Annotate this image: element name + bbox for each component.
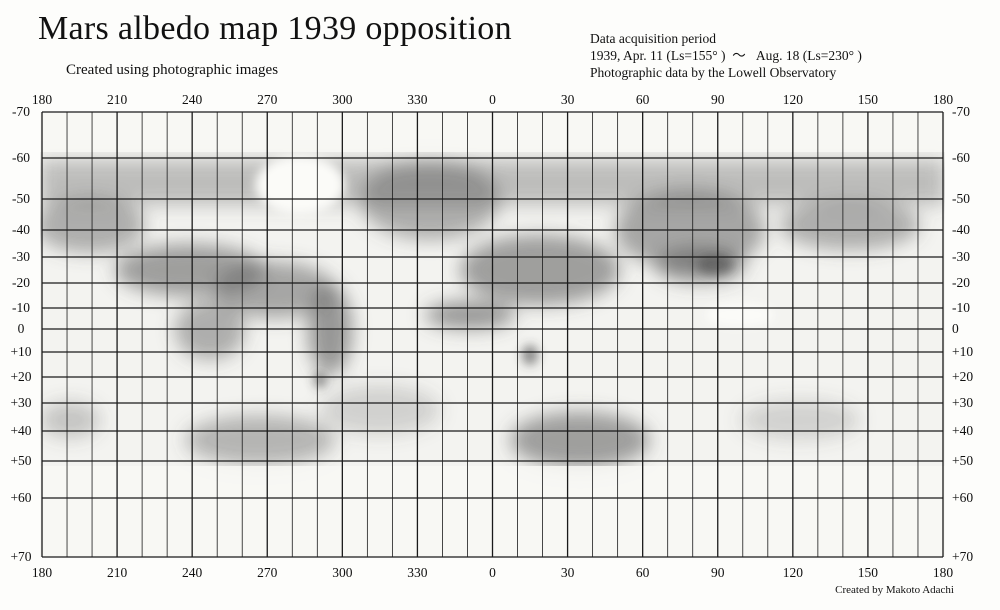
longitude-label: 150 xyxy=(857,92,879,107)
longitude-label: 90 xyxy=(711,92,725,107)
latitude-label: +60 xyxy=(952,490,974,505)
latitude-label: -10 xyxy=(952,300,970,315)
latitude-label: -40 xyxy=(12,222,30,237)
longitude-label: 270 xyxy=(257,92,278,107)
longitude-label: 330 xyxy=(407,565,428,580)
latitude-label: -70 xyxy=(12,104,30,119)
map-title: Mars albedo map 1939 opposition xyxy=(38,10,512,47)
longitude-label: 30 xyxy=(560,565,575,580)
longitude-label: 30 xyxy=(560,92,575,107)
data-info-line2: 1939, Apr. 11 (Ls=155° ) ～ Aug. 18 (Ls=2… xyxy=(590,48,862,63)
longitude-label: 180 xyxy=(932,565,954,580)
latitude-label: -20 xyxy=(952,275,970,290)
map-subtitle: Created using photographic images xyxy=(66,62,279,78)
longitude-label: 60 xyxy=(635,565,650,580)
latitude-label: -60 xyxy=(12,150,30,165)
latitude-label: 0 xyxy=(952,321,959,336)
longitude-label: 270 xyxy=(257,565,278,580)
latitude-label: +40 xyxy=(952,423,974,438)
longitude-label: 0 xyxy=(489,92,496,107)
longitude-label: 120 xyxy=(782,92,803,107)
latitude-label: -60 xyxy=(952,150,970,165)
latitude-label: -40 xyxy=(952,222,970,237)
latitude-label: -50 xyxy=(12,191,30,206)
latitude-label: +70 xyxy=(10,549,32,564)
longitude-label: 240 xyxy=(182,565,203,580)
latitude-label: +30 xyxy=(952,395,974,410)
longitude-label: 60 xyxy=(635,92,650,107)
longitude-label: 330 xyxy=(407,92,428,107)
longitude-label: 240 xyxy=(182,92,203,107)
longitude-label: 210 xyxy=(106,565,128,580)
longitude-label: 90 xyxy=(711,565,725,580)
latitude-label: -50 xyxy=(952,191,970,206)
longitude-label: 300 xyxy=(332,565,353,580)
longitude-label: 0 xyxy=(489,565,496,580)
latitude-label: +50 xyxy=(952,453,974,468)
albedo-shading xyxy=(40,112,945,557)
latitude-label: +20 xyxy=(952,369,974,384)
latitude-label: +20 xyxy=(10,369,32,384)
latitude-label: -70 xyxy=(952,104,970,119)
data-info-line1: Data acquisition period xyxy=(590,31,716,46)
longitude-label: 300 xyxy=(332,92,353,107)
credit: Created by Makoto Adachi xyxy=(835,584,954,596)
latitude-label: -20 xyxy=(12,275,30,290)
latitude-label: +10 xyxy=(952,344,974,359)
latitude-label: +10 xyxy=(10,344,32,359)
latitude-label: 0 xyxy=(17,321,25,336)
data-info: Data acquisition period 1939, Apr. 11 (L… xyxy=(590,30,862,81)
coordinate-grid xyxy=(41,111,944,558)
latitude-label: -10 xyxy=(12,300,30,315)
latitude-label: -30 xyxy=(12,249,30,264)
latitude-label: +50 xyxy=(10,453,32,468)
longitude-label: 210 xyxy=(106,92,128,107)
latitude-label: +30 xyxy=(10,395,32,410)
latitude-label: +70 xyxy=(952,549,974,564)
latitude-label: +60 xyxy=(10,490,32,505)
latitude-label: +40 xyxy=(10,423,32,438)
longitude-label: 150 xyxy=(857,565,879,580)
data-info-line3: Photographic data by the Lowell Observat… xyxy=(590,65,837,80)
longitude-label: 120 xyxy=(782,565,803,580)
longitude-label: 180 xyxy=(932,92,954,107)
longitude-label: 180 xyxy=(31,565,53,580)
longitude-label: 180 xyxy=(31,92,53,107)
latitude-label: -30 xyxy=(952,249,970,264)
